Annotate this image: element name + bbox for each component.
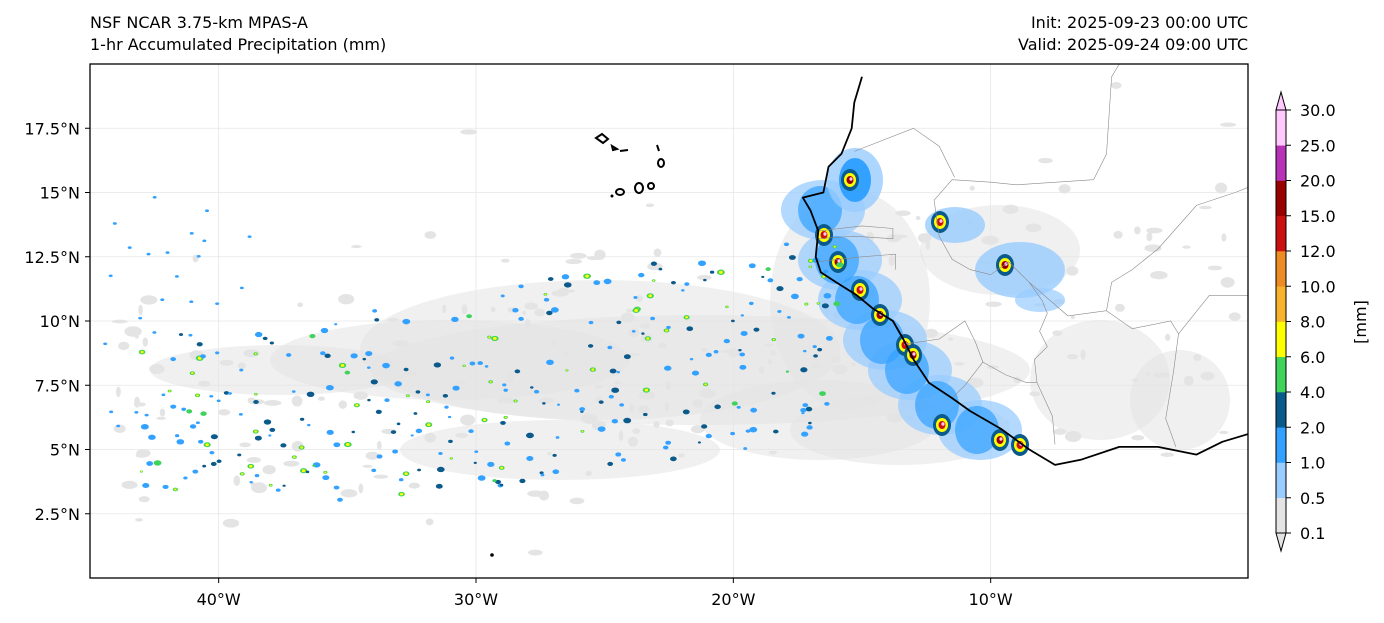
- init-time: Init: 2025-09-23 00:00 UTC: [1030, 13, 1248, 32]
- colorbar-tick-label: 2.0: [1300, 418, 1325, 437]
- colorbar-tick-label: 0.1: [1300, 524, 1325, 543]
- lat-tick-label: 17.5°N: [24, 119, 80, 138]
- lat-tick-label: 15°N: [40, 184, 80, 203]
- lat-tick-label: 12.5°N: [24, 248, 80, 267]
- colorbar-min-extend: [1275, 532, 1287, 553]
- lon-tick-label: 30°W: [454, 590, 498, 609]
- country-borders: [815, 64, 1248, 448]
- colorbar-segment: [1276, 110, 1286, 146]
- colorbar-label: [mm]: [1351, 300, 1370, 344]
- map-title: NSF NCAR 3.75-km MPAS-A: [90, 13, 308, 32]
- colorbar-segment: [1276, 286, 1286, 322]
- valid-time: Valid: 2025-09-24 09:00 UTC: [1017, 35, 1248, 54]
- colorbar-segment: [1276, 427, 1286, 463]
- colorbar-tick-label: 4.0: [1300, 383, 1325, 402]
- map-subtitle: 1-hr Accumulated Precipitation (mm): [90, 35, 387, 54]
- colorbar-tick-label: 6.0: [1300, 348, 1325, 367]
- colorbar-tick-label: 20.0: [1300, 172, 1336, 191]
- cabo-verde-islands: [490, 132, 665, 557]
- lon-tick-label: 20°W: [711, 590, 755, 609]
- colorbar-tick-label: 10.0: [1300, 277, 1336, 296]
- lat-tick-label: 5°N: [50, 441, 80, 460]
- lat-tick-label: 2.5°N: [35, 505, 80, 524]
- lon-tick-label: 40°W: [197, 590, 241, 609]
- colorbar-segment: [1276, 215, 1286, 252]
- colorbar-tick-label: 15.0: [1300, 207, 1336, 226]
- lat-tick-label: 7.5°N: [35, 376, 80, 395]
- colorbar-segment: [1276, 321, 1286, 358]
- coastline: [801, 76, 1248, 466]
- colorbar-tick-label: 30.0: [1300, 101, 1336, 120]
- colorbar-segment: [1276, 392, 1286, 428]
- axis-ticks: 2.5°N 5°N 7.5°N 10°N 12.5°N 15°N 17.5°N 40°W 30°…: [24, 119, 1013, 609]
- colorbar-segment: [1276, 145, 1286, 181]
- lon-tick-label: 10°W: [969, 590, 1013, 609]
- colorbar-segment: [1276, 180, 1286, 217]
- colorbar-segment: [1276, 251, 1286, 287]
- colorbar-tick-label: 8.0: [1300, 313, 1325, 332]
- colorbar-segment: [1276, 356, 1286, 393]
- colorbar-tick-label: 12.0: [1300, 242, 1336, 261]
- colorbar-max-extend: [1275, 90, 1287, 111]
- colorbar-tick-label: 1.0: [1300, 454, 1325, 473]
- colorbar-tick-label: 0.5: [1300, 489, 1325, 508]
- colorbar-tick-label: 25.0: [1300, 136, 1336, 155]
- precipitation-field: [103, 81, 1241, 556]
- colorbar: 0.1 0.5 1.0 2.0 4.0 6.0 8.0 10.0 12.0 15.0 20.0 25.…: [1275, 90, 1370, 553]
- lat-tick-label: 10°N: [40, 312, 80, 331]
- colorbar-segment: [1276, 462, 1286, 499]
- colorbar-segment: [1276, 497, 1286, 534]
